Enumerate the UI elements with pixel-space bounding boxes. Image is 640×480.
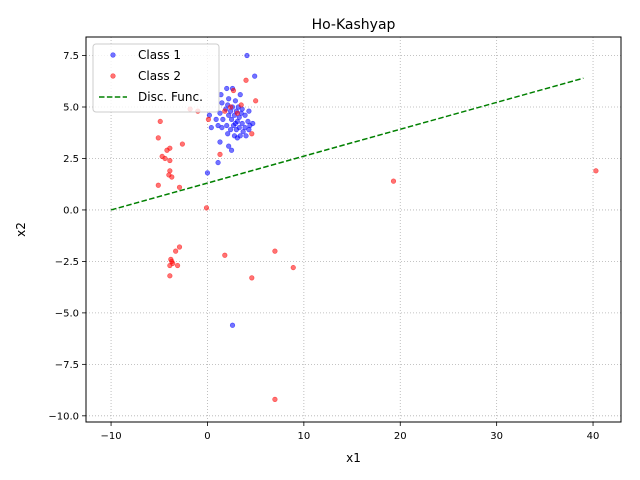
class-1-point (243, 133, 249, 139)
class-2-point (217, 151, 223, 157)
class-1-point (224, 122, 230, 129)
class-1-point (233, 127, 239, 133)
y-tick-label: −2.5 (55, 257, 79, 268)
class-1-point (226, 143, 232, 149)
legend: Class 1 Class 2 Disc. Func. (92, 43, 220, 113)
grid (86, 37, 621, 422)
class-1-point (217, 139, 223, 145)
x-tick-label: 20 (394, 431, 407, 442)
plot-area (110, 52, 599, 402)
class-2-point (176, 184, 183, 190)
class-2-point (167, 145, 173, 151)
y-tick-label: −7.5 (55, 360, 79, 371)
class-1-point (227, 127, 234, 133)
legend-label-disc-func: Disc. Func. (138, 90, 203, 104)
class-1-point (226, 112, 232, 118)
y-tick-label: 7.5 (63, 51, 79, 62)
class-2-point (390, 178, 397, 184)
class-2-point (179, 141, 185, 147)
class-1-point (226, 96, 232, 102)
x-axis-label: x1 (346, 451, 361, 465)
x-tick-label: 40 (587, 431, 600, 442)
class-2-point (249, 131, 255, 137)
class-2-point (167, 273, 173, 279)
class-1-point (236, 114, 242, 120)
class-2-point (157, 118, 163, 125)
class-2-point (272, 396, 278, 402)
x-tick-label: 10 (297, 431, 310, 442)
class-1-point (224, 85, 230, 92)
class-2-point (230, 87, 237, 94)
class-2-point (227, 104, 234, 110)
legend-label-class-1: Class 1 (138, 48, 181, 62)
class-1-point (252, 73, 258, 79)
class-2-point (169, 174, 175, 180)
class-1-point (219, 100, 225, 106)
y-tick-label: 0.0 (63, 205, 79, 216)
class-1-point (220, 116, 226, 122)
class-2-point (176, 244, 183, 250)
y-tick-label: 2.5 (63, 154, 79, 165)
disc-func-line (110, 77, 584, 211)
class-2-point (173, 248, 179, 254)
class-2-point (290, 264, 296, 271)
class-1-point (219, 124, 225, 131)
class-1-point (246, 108, 252, 114)
class-2-point (174, 262, 181, 269)
legend-swatch-class-2 (110, 73, 116, 79)
class-1-point (228, 147, 235, 153)
class-2-point (167, 157, 173, 164)
x-tick-label: −10 (101, 431, 122, 442)
class-1-point (239, 120, 245, 127)
class-1-point (225, 131, 231, 137)
class-1-point (232, 120, 239, 127)
class-2-point (155, 182, 161, 188)
legend-box (92, 43, 220, 113)
legend-label-class-2: Class 2 (138, 69, 181, 83)
class-1-point (228, 116, 235, 122)
class-1-point (213, 116, 219, 122)
class-2-point (234, 110, 240, 116)
class-1-point (245, 118, 251, 125)
axes-frame (85, 36, 622, 423)
y-axis-label: x2 (14, 222, 28, 237)
class-1-point (217, 110, 223, 116)
class-1-point (247, 122, 253, 129)
class-2-point (205, 116, 212, 122)
class-2-point (238, 102, 244, 108)
y-tick-label: 5.0 (63, 103, 79, 114)
class-2-point (593, 168, 599, 174)
axis-ticks: −10 0 10 20 30 40 −10.0 −7.5 −5.0 −2.5 0.0 2.5 5.0 7.… (48, 51, 599, 442)
chart-title: Ho-Kashyap (312, 17, 396, 33)
class-2-point (203, 205, 210, 211)
y-tick-label: −5.0 (55, 308, 79, 319)
class-2-point (243, 77, 249, 83)
class-2-point (222, 252, 228, 258)
class-1-point (232, 98, 239, 104)
class-2-point (155, 135, 161, 141)
class-2-point (249, 275, 255, 281)
class-1-point (240, 129, 246, 135)
class-2-point (162, 155, 168, 162)
class-1-point (204, 170, 211, 176)
class-2-point (272, 248, 278, 254)
class-2-point (222, 108, 228, 114)
legend-swatch-class-1 (110, 52, 116, 58)
class-1-point (234, 135, 240, 141)
class-2-point (167, 262, 173, 269)
y-tick-label: −10.0 (48, 411, 79, 422)
class-1-point (244, 52, 250, 59)
class-1-point (215, 159, 221, 166)
class-2-point (253, 98, 259, 104)
class-1-point (229, 322, 236, 328)
x-tick-label: 30 (490, 431, 503, 442)
class-1-point (208, 124, 214, 131)
class-1-point (237, 92, 243, 98)
x-tick-label: 0 (204, 431, 210, 442)
